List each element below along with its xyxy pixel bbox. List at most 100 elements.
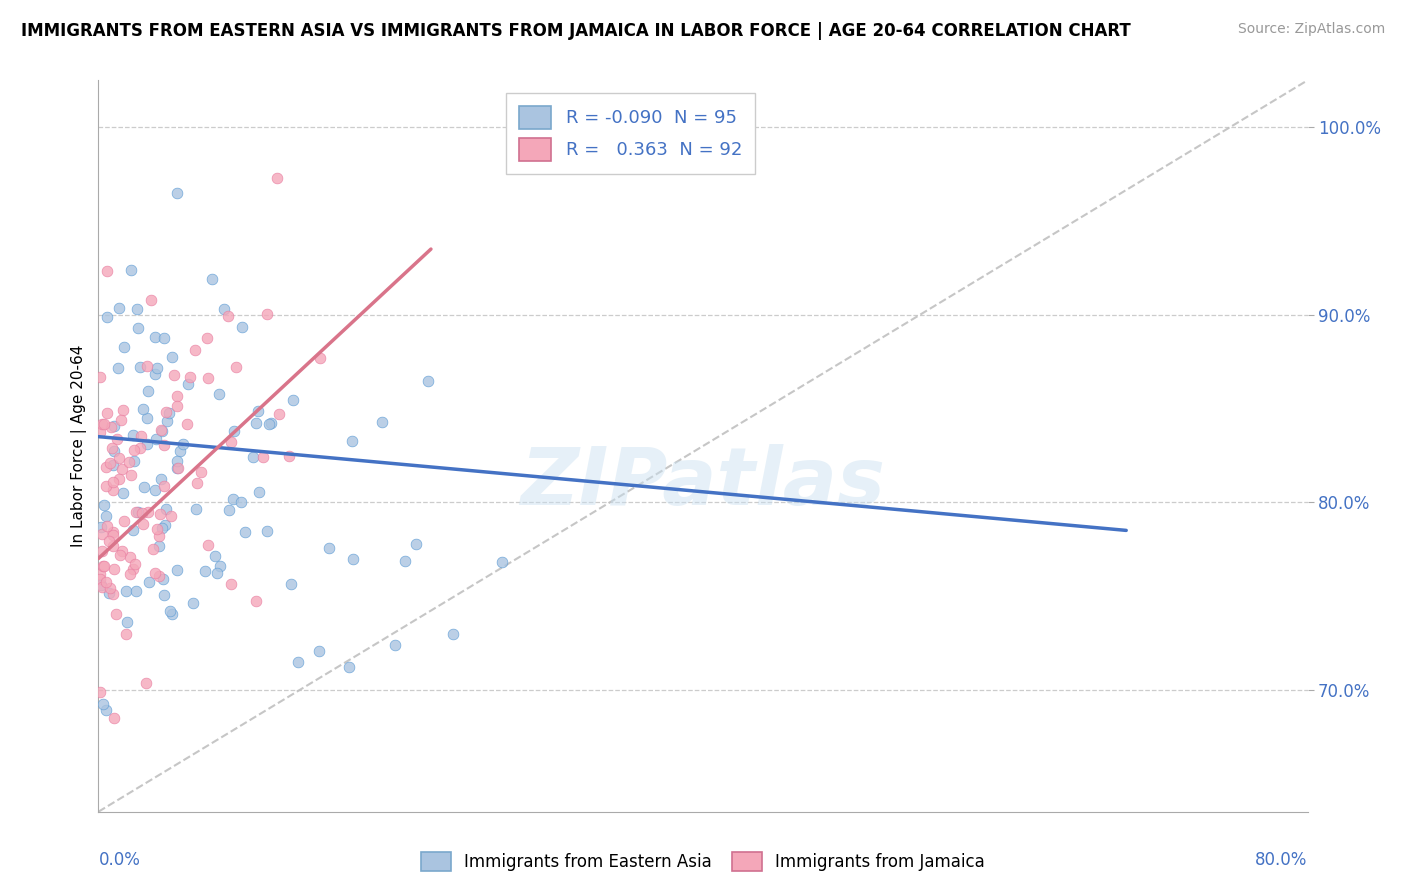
Point: [96, 518, 118, 533]
Point: [134, 480, 156, 494]
Point: [89, 370, 111, 384]
Point: [184, 502, 207, 516]
Point: [93, 417, 115, 431]
Point: [121, 263, 143, 277]
Point: [166, 186, 188, 200]
Point: [118, 455, 141, 469]
Point: [142, 541, 165, 556]
Point: [96, 264, 118, 278]
Point: [103, 458, 125, 472]
Point: [218, 503, 240, 517]
Point: [219, 435, 242, 450]
Point: [101, 442, 124, 456]
Point: [98, 581, 121, 595]
Point: [148, 529, 170, 543]
Point: [112, 341, 135, 355]
Point: [146, 360, 169, 375]
Point: [166, 461, 188, 475]
Point: [156, 414, 179, 428]
Point: [150, 423, 173, 437]
Point: [405, 537, 427, 551]
Point: [287, 655, 309, 669]
Point: [153, 438, 176, 452]
Point: [183, 596, 205, 610]
Point: [132, 517, 155, 532]
Point: [91, 558, 114, 573]
Point: [143, 566, 166, 580]
Point: [225, 359, 247, 374]
Point: [103, 483, 125, 498]
Point: [217, 309, 239, 323]
Point: [148, 569, 170, 583]
Point: [100, 420, 122, 434]
Point: [131, 506, 153, 520]
Point: [129, 441, 152, 455]
Point: [108, 301, 131, 316]
Point: [160, 350, 183, 364]
Point: [89, 573, 111, 587]
Point: [132, 401, 155, 416]
Point: [122, 443, 145, 458]
Point: [89, 567, 111, 582]
Point: [394, 553, 416, 567]
Point: [90, 578, 112, 592]
Point: [245, 594, 267, 608]
Point: [231, 495, 253, 509]
Text: ZIPatlas: ZIPatlas: [520, 443, 886, 522]
Point: [96, 406, 118, 420]
Point: [127, 321, 149, 335]
Point: [122, 561, 145, 575]
Point: [110, 413, 132, 427]
Point: [90, 527, 112, 541]
Point: [120, 467, 142, 482]
Point: [136, 505, 159, 519]
Point: [96, 310, 118, 324]
Point: [246, 404, 269, 418]
Point: [104, 607, 127, 621]
Point: [96, 574, 118, 589]
Point: [245, 416, 267, 430]
Point: [256, 307, 278, 321]
Point: [135, 411, 157, 425]
Point: [96, 479, 118, 493]
Point: [166, 454, 188, 468]
Point: [110, 548, 132, 562]
Point: [103, 418, 125, 433]
Point: [101, 524, 124, 539]
Point: [129, 360, 152, 375]
Point: [214, 302, 236, 317]
Point: [269, 407, 291, 421]
Point: [91, 580, 114, 594]
Point: [153, 588, 176, 602]
Point: [491, 555, 513, 569]
Point: [97, 586, 120, 600]
Point: [112, 514, 135, 528]
Point: [121, 523, 143, 537]
Point: [233, 524, 256, 539]
Point: [207, 566, 229, 581]
Point: [150, 473, 173, 487]
Point: [103, 444, 125, 458]
Point: [94, 460, 117, 475]
Point: [160, 607, 183, 621]
Point: [136, 437, 159, 451]
Point: [96, 509, 118, 524]
Point: [89, 425, 111, 439]
Point: [90, 519, 112, 533]
Point: [111, 462, 134, 476]
Point: [172, 437, 194, 451]
Point: [166, 389, 188, 403]
Point: [184, 343, 207, 357]
Point: [143, 330, 166, 344]
Point: [157, 407, 180, 421]
Point: [222, 492, 245, 507]
Text: Source: ZipAtlas.com: Source: ZipAtlas.com: [1237, 22, 1385, 37]
Text: 0.0%: 0.0%: [98, 851, 141, 869]
Point: [231, 320, 253, 334]
Point: [115, 584, 138, 599]
Point: [197, 538, 219, 552]
Point: [115, 615, 138, 629]
Point: [277, 449, 299, 463]
Point: [190, 465, 212, 479]
Point: [131, 428, 153, 442]
